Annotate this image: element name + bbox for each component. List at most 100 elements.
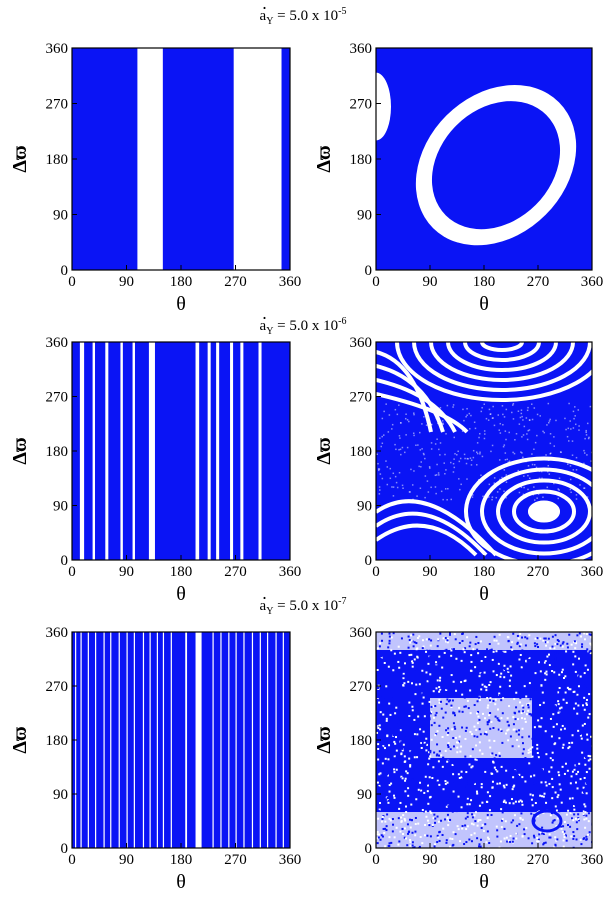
white-region xyxy=(430,698,532,758)
scatter-point xyxy=(503,786,506,789)
scatter-point xyxy=(466,797,469,800)
scatter-point xyxy=(506,636,509,639)
scatter-point xyxy=(575,838,578,841)
speckle xyxy=(404,417,407,420)
x-tick-label: 180 xyxy=(473,564,496,580)
speckle xyxy=(566,463,569,465)
scatter-point xyxy=(437,781,440,784)
scatter-point xyxy=(410,803,413,806)
scatter-point xyxy=(485,677,488,680)
scatter-point xyxy=(551,635,554,638)
scatter-point xyxy=(521,803,524,806)
scatter-point xyxy=(454,654,457,657)
speckle xyxy=(426,480,429,482)
speckle xyxy=(553,445,556,447)
speckle xyxy=(413,413,415,416)
speckle xyxy=(569,465,572,467)
scatter-point xyxy=(552,819,555,822)
scatter-point xyxy=(570,810,573,813)
speckle xyxy=(383,410,385,413)
scatter-point xyxy=(408,757,411,760)
speckle xyxy=(450,498,452,501)
scatter-point xyxy=(466,699,469,702)
scatter-point xyxy=(583,790,586,793)
scatter-point xyxy=(453,633,456,636)
scatter-point xyxy=(581,717,584,720)
scatter-point xyxy=(574,764,577,767)
speckle xyxy=(422,452,425,455)
scatter-point xyxy=(446,685,449,688)
speckle xyxy=(378,469,380,472)
speckle xyxy=(462,408,464,411)
scatter-point xyxy=(529,793,532,796)
speckle xyxy=(392,486,395,488)
scatter-point xyxy=(532,834,535,837)
scatter-point xyxy=(534,688,537,691)
scatter-point xyxy=(508,790,511,793)
scatter-point xyxy=(483,732,486,735)
scatter-point xyxy=(553,697,556,700)
scatter-point xyxy=(510,785,513,788)
scatter-point xyxy=(390,805,393,808)
scatter-point xyxy=(383,661,386,664)
speckle xyxy=(574,423,577,426)
scatter-point xyxy=(407,832,410,835)
speckle xyxy=(537,493,540,495)
scatter-point xyxy=(550,667,553,670)
scatter-point xyxy=(431,777,434,780)
x-axis-label: θ xyxy=(479,583,489,605)
scatter-point xyxy=(438,660,441,663)
scatter-point xyxy=(392,800,395,803)
scatter-point xyxy=(510,646,513,649)
scatter-point xyxy=(401,747,404,750)
scatter-point xyxy=(379,772,382,775)
scatter-point xyxy=(455,689,458,692)
speckle xyxy=(392,495,395,497)
scatter-point xyxy=(444,649,447,652)
scatter-point xyxy=(486,775,489,778)
speckle xyxy=(579,484,581,486)
x-tick-label: 180 xyxy=(170,852,193,868)
scatter-point xyxy=(516,824,519,827)
scatter-point xyxy=(426,668,429,671)
scatter-point xyxy=(545,752,548,755)
scatter-point xyxy=(536,809,539,812)
scatter-point xyxy=(497,642,500,645)
scatter-point xyxy=(446,799,449,802)
scatter-point xyxy=(426,790,429,793)
scatter-point xyxy=(480,786,483,789)
x-tick-label: 360 xyxy=(279,852,302,868)
speckle xyxy=(549,433,552,435)
white-corner-region xyxy=(376,72,391,141)
speckle xyxy=(439,406,442,409)
scatter-point xyxy=(579,778,582,781)
speckle xyxy=(476,464,478,466)
scatter-point xyxy=(408,701,411,704)
scatter-point xyxy=(493,808,496,811)
scatter-point xyxy=(418,845,421,848)
scatter-point xyxy=(406,792,409,795)
scatter-point xyxy=(419,687,422,690)
speckle xyxy=(472,449,475,452)
scatter-point xyxy=(412,633,415,636)
scatter-point xyxy=(476,712,479,715)
scatter-point xyxy=(411,778,414,781)
scatter-point xyxy=(496,782,499,785)
scatter-point xyxy=(457,765,460,768)
scatter-point xyxy=(561,642,564,645)
scatter-point xyxy=(561,645,564,648)
scatter-point xyxy=(495,674,498,677)
scatter-point xyxy=(584,810,587,813)
scatter-point xyxy=(567,790,570,793)
scatter-point xyxy=(450,649,453,652)
scatter-point xyxy=(566,769,569,772)
scatter-point xyxy=(521,742,524,745)
speckle xyxy=(542,496,544,498)
plot-area xyxy=(376,48,592,270)
speckle xyxy=(469,457,472,459)
scatter-point xyxy=(583,662,586,665)
scatter-point xyxy=(435,661,438,664)
scatter-point xyxy=(554,742,557,745)
scatter-point xyxy=(554,805,557,808)
scatter-point xyxy=(464,679,467,682)
